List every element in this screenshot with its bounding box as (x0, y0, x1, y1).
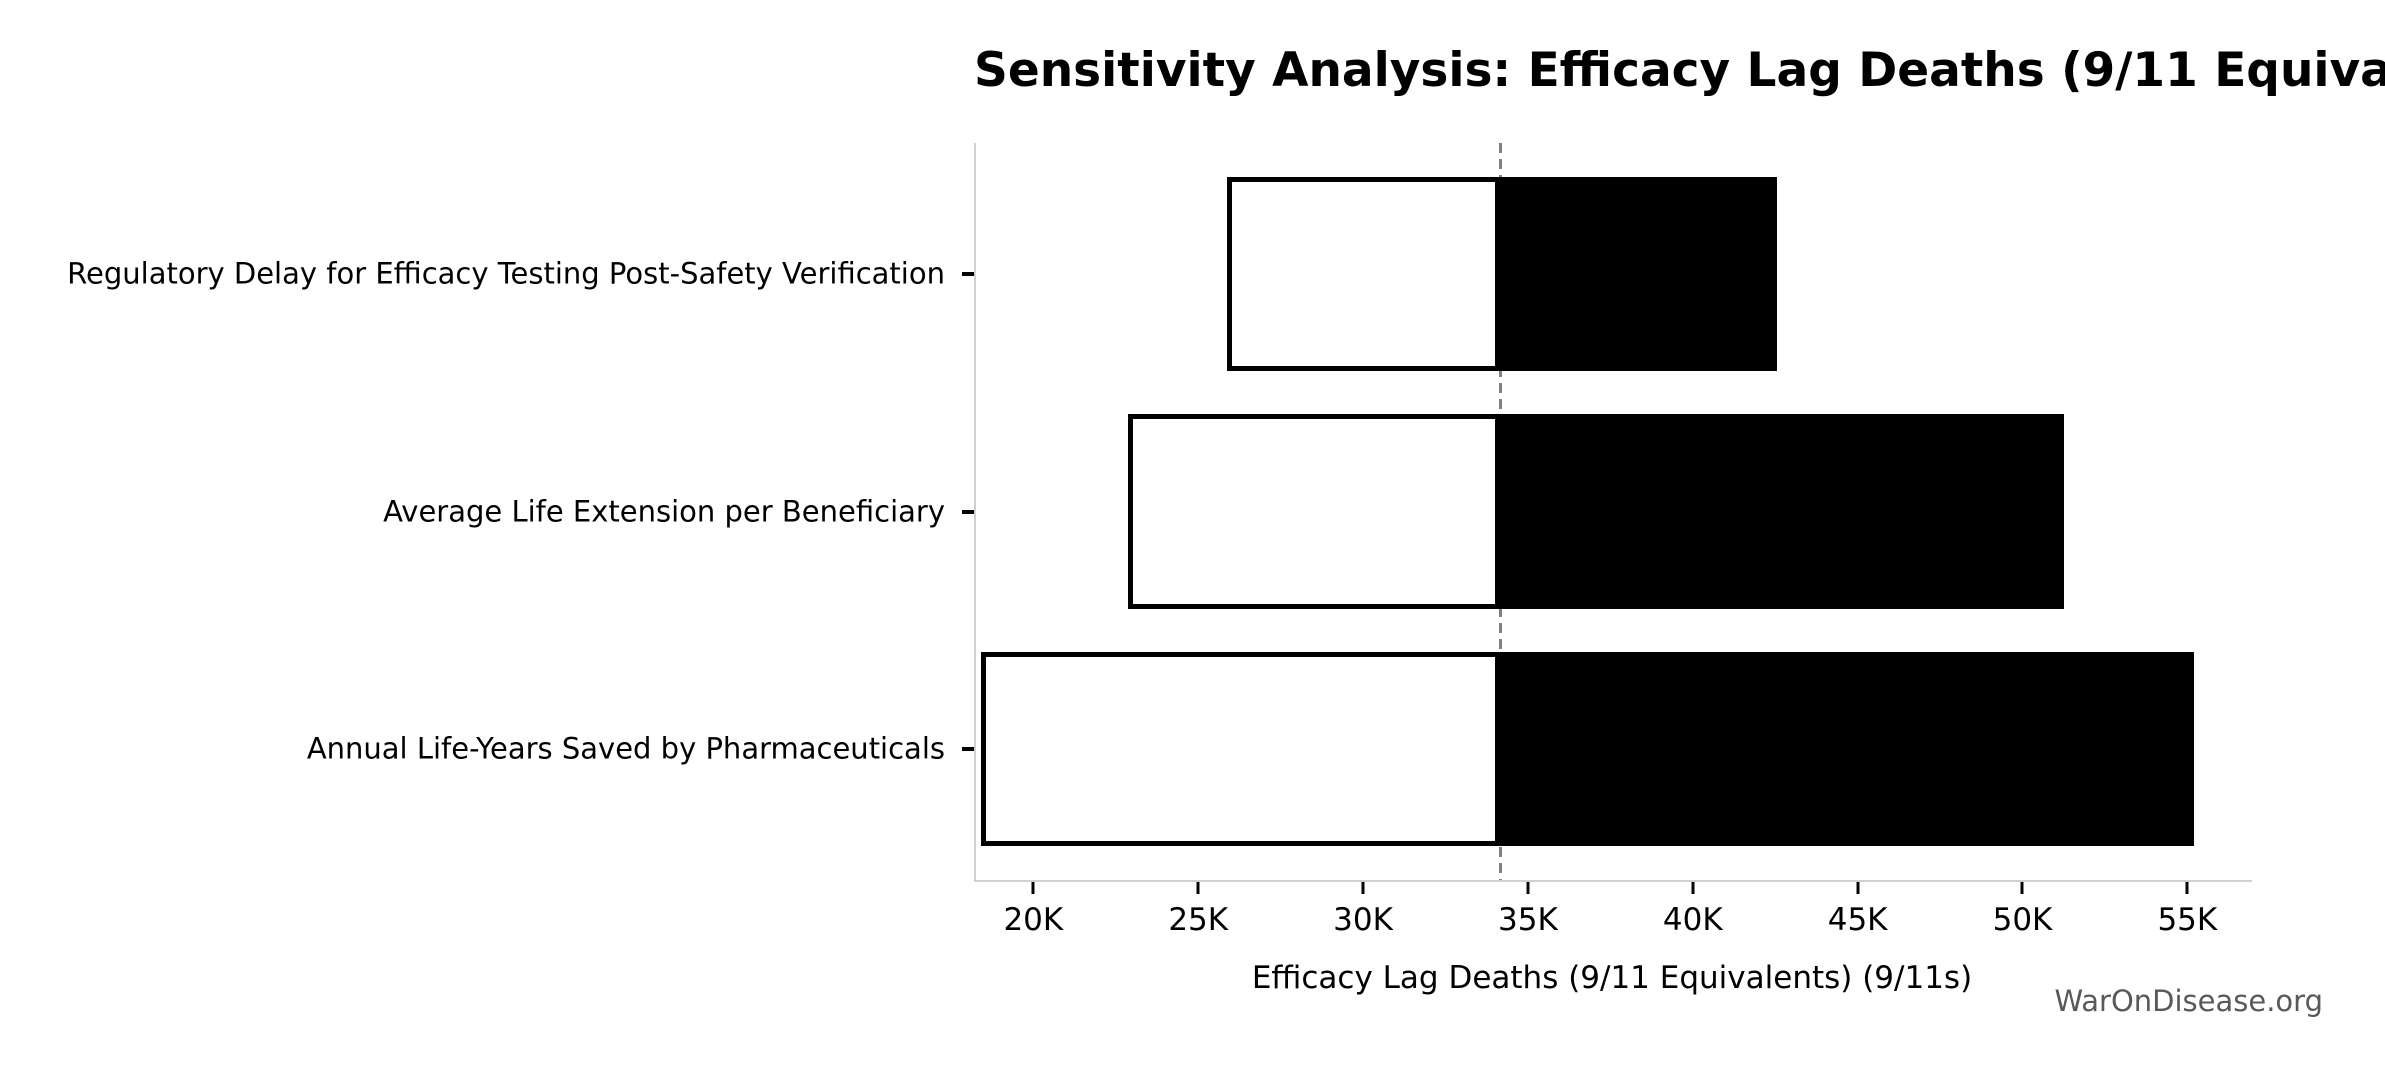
bar-high-segment (1500, 414, 2065, 609)
y-axis-tick (962, 271, 974, 276)
watermark-text: WarOnDisease.org (2054, 984, 2323, 1018)
x-axis-tick (1691, 882, 1695, 894)
x-axis-tick (2020, 882, 2024, 894)
y-axis-category-label: Annual Life-Years Saved by Pharmaceutica… (306, 731, 945, 766)
x-axis-tick (1856, 882, 1860, 894)
y-axis-tick (962, 747, 974, 752)
chart-title: Sensitivity Analysis: Efficacy Lag Death… (974, 43, 2385, 98)
y-axis-tick (962, 509, 974, 514)
x-axis-tick (1031, 882, 1035, 894)
x-axis-tick (1196, 882, 1200, 894)
x-axis-tick (1361, 882, 1365, 894)
bar-low-segment (1127, 414, 1501, 609)
x-axis-tick-label: 45K (1827, 902, 1888, 938)
bar-high-segment (1500, 651, 2195, 847)
x-axis-label: Efficacy Lag Deaths (9/11 Equivalents) (… (1251, 960, 1973, 996)
bar-low-segment (980, 651, 1501, 847)
x-axis-tick (1526, 882, 1530, 894)
x-axis-tick-label: 25K (1168, 902, 1229, 938)
x-axis-tick-label: 50K (1992, 902, 2053, 938)
x-axis-tick (2185, 882, 2189, 894)
x-axis-tick-label: 35K (1498, 902, 1558, 938)
plot-area (974, 143, 2252, 882)
x-axis-tick-label: 20K (1003, 902, 1064, 938)
x-axis-tick-label: 55K (2157, 902, 2218, 938)
bar-low-segment (1226, 176, 1501, 372)
y-axis-category-label: Average Life Extension per Beneficiary (383, 494, 945, 528)
x-axis-tick-label: 30K (1333, 902, 1393, 938)
bar-high-segment (1500, 176, 1778, 372)
x-axis-tick-label: 40K (1662, 902, 1723, 938)
y-axis-category-label: Regulatory Delay for Efficacy Testing Po… (67, 256, 945, 291)
